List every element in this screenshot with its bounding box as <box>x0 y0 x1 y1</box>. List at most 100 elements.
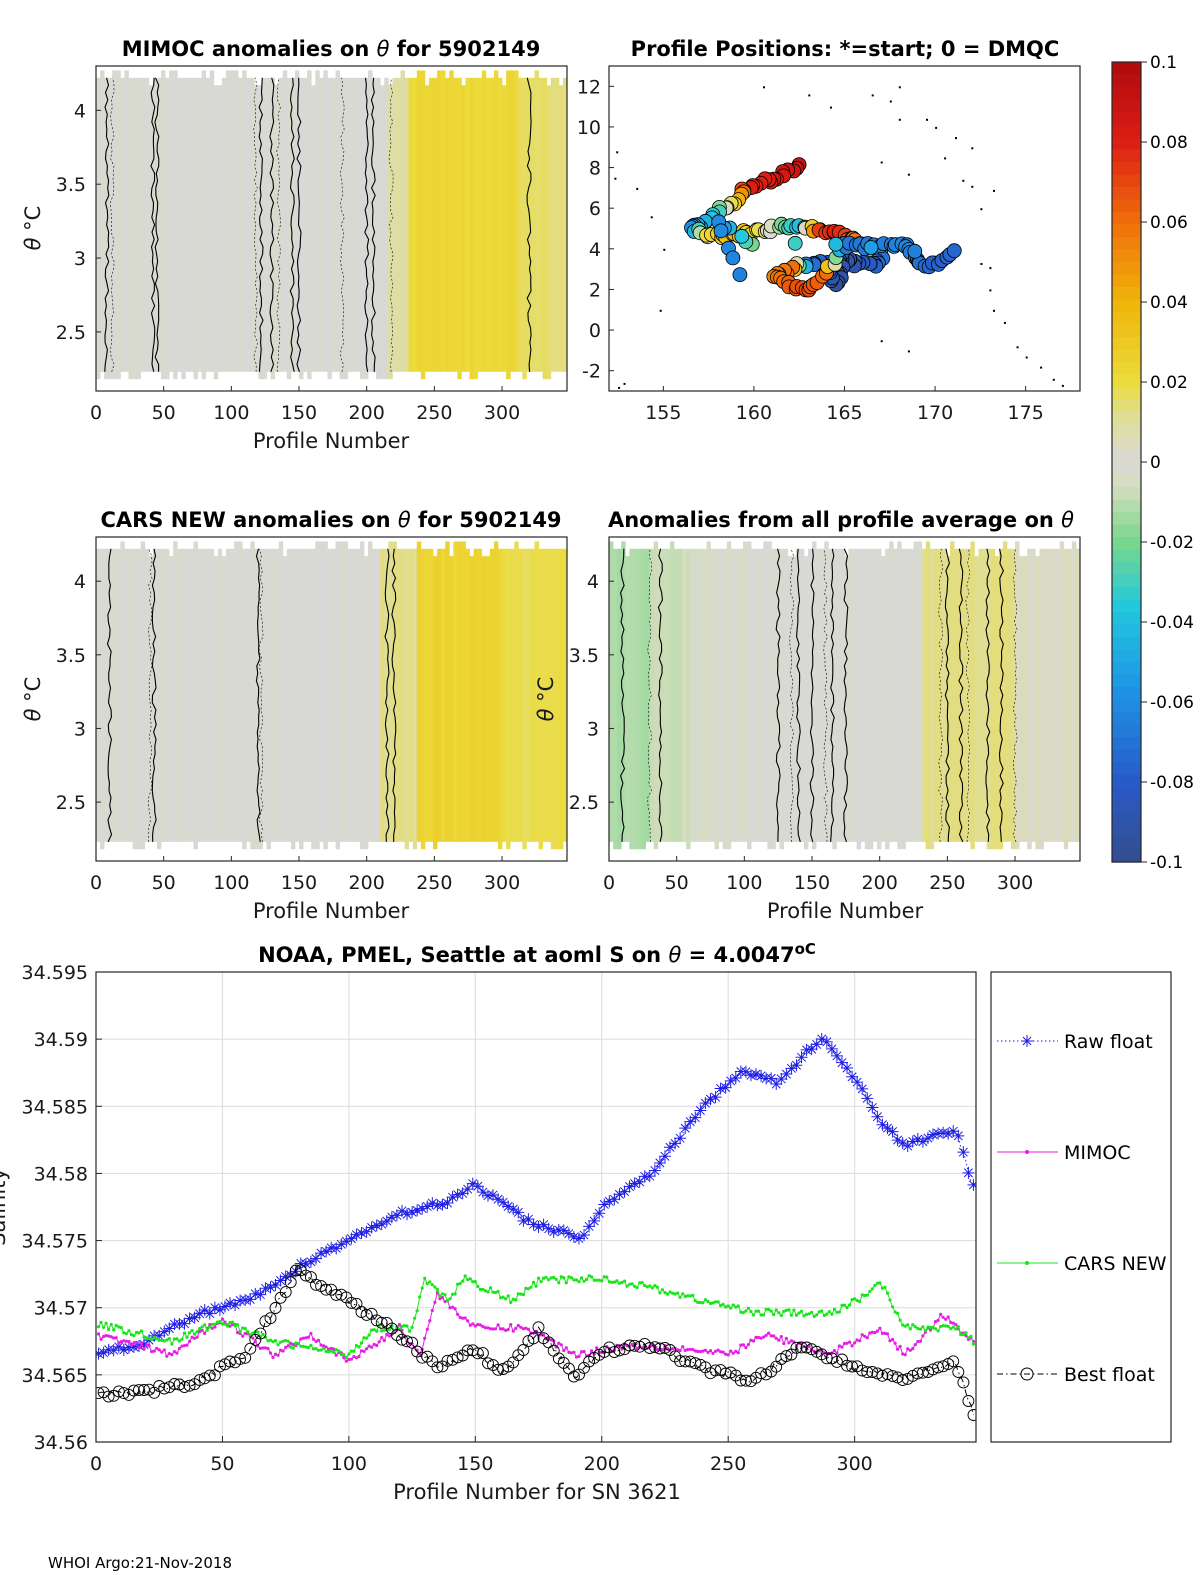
anomaly-column <box>441 70 446 372</box>
series-point <box>650 1343 654 1347</box>
series-point <box>238 1329 242 1333</box>
series-point <box>357 1345 361 1349</box>
series-point <box>704 1093 717 1106</box>
series-point <box>203 1369 216 1382</box>
series-point <box>703 1348 708 1352</box>
series-point <box>426 1197 439 1210</box>
anomaly-column <box>751 548 756 842</box>
series-point <box>800 1043 813 1056</box>
series-point <box>939 1312 943 1316</box>
anomaly-column <box>453 77 458 372</box>
series-point <box>633 1175 646 1188</box>
anomaly-column <box>726 541 732 850</box>
series-point <box>443 1293 447 1297</box>
series-point <box>921 1334 925 1338</box>
series-point <box>653 1342 666 1355</box>
anomaly-column <box>392 77 397 372</box>
coast-point <box>907 173 910 176</box>
series-point <box>655 1285 660 1289</box>
salinity-axes-box <box>95 971 977 1443</box>
cars-ticks: 0 50 100 150 200 250 300 2.5 3 3.5 4 <box>56 571 520 894</box>
zero-contour <box>775 548 781 842</box>
series-point <box>942 1127 955 1140</box>
coast-point <box>955 137 957 140</box>
series-point <box>354 1356 359 1360</box>
series-point <box>310 1252 322 1265</box>
series-point <box>502 1200 515 1213</box>
series-point <box>549 1276 553 1280</box>
series-point <box>180 1344 184 1348</box>
series-point <box>370 1328 374 1332</box>
series-point <box>916 1135 929 1148</box>
series-point <box>273 1352 278 1356</box>
series-point <box>729 1071 742 1084</box>
series-point <box>896 1347 900 1351</box>
zero-contour <box>823 548 828 842</box>
series-point <box>132 1341 136 1345</box>
series-point <box>205 1328 209 1332</box>
anomaly-column <box>1075 548 1080 842</box>
anomaly-column <box>950 541 955 842</box>
series-point <box>190 1328 194 1333</box>
anomaly-column <box>661 548 667 842</box>
anomaly-column <box>132 548 137 850</box>
profile-position <box>725 250 741 266</box>
series-point <box>306 1335 310 1339</box>
coast-point <box>614 177 617 180</box>
series-point <box>835 1351 839 1355</box>
series-point <box>676 1291 680 1295</box>
series-point <box>564 1281 568 1285</box>
series-point <box>488 1286 493 1290</box>
series-point <box>229 1298 242 1311</box>
anomaly-column <box>791 556 797 842</box>
series-point <box>567 1231 580 1244</box>
series-point <box>160 1350 164 1354</box>
series-point <box>249 1287 262 1300</box>
anomaly-column <box>546 548 552 842</box>
series-point <box>694 1104 707 1117</box>
colorbar-tick-label: 0.04 <box>1150 293 1188 313</box>
colorbar-cell <box>1112 212 1141 226</box>
y-tick-label: 2 <box>589 279 601 301</box>
anomaly-column <box>905 548 910 842</box>
anomaly-column <box>372 548 377 842</box>
series-point <box>562 1276 566 1280</box>
positions-scatter <box>614 86 1064 389</box>
series-point <box>314 1347 318 1351</box>
series-point <box>865 1293 869 1297</box>
series-point <box>241 1326 245 1330</box>
legend-label: CARS NEW <box>1064 1253 1167 1275</box>
colorbar-cell <box>1112 637 1141 651</box>
series-point <box>499 1327 503 1331</box>
series-point <box>898 1318 902 1322</box>
series-point <box>311 1347 316 1351</box>
series-point <box>478 1323 482 1327</box>
series-point <box>846 1360 859 1373</box>
colorbar-cell <box>1112 149 1141 163</box>
series-point <box>608 1193 621 1206</box>
anomaly-column <box>783 548 789 842</box>
x-tick-label: 200 <box>862 872 898 894</box>
series-point <box>709 1091 722 1104</box>
mimoc-ylabel: θ °C <box>21 206 45 251</box>
series-point <box>268 1351 273 1355</box>
anomaly-column <box>497 77 503 372</box>
series-point <box>686 1348 690 1352</box>
series-point <box>886 1370 899 1383</box>
series-point <box>261 1346 265 1350</box>
series-point <box>284 1345 288 1349</box>
series-point <box>597 1278 601 1282</box>
coast-point <box>623 382 626 385</box>
series-point <box>569 1276 574 1280</box>
series-point <box>739 1343 743 1347</box>
y-tick-label: 34.565 <box>22 1365 88 1387</box>
series-point <box>521 1327 526 1331</box>
series-point <box>516 1292 520 1296</box>
series-point <box>774 1308 778 1312</box>
anomaly-column <box>803 556 809 850</box>
anomaly-column <box>315 70 320 372</box>
anomaly-column <box>238 541 243 842</box>
colorbar-cell <box>1112 737 1141 751</box>
series-point <box>329 1349 333 1353</box>
anomaly-column <box>294 548 300 842</box>
